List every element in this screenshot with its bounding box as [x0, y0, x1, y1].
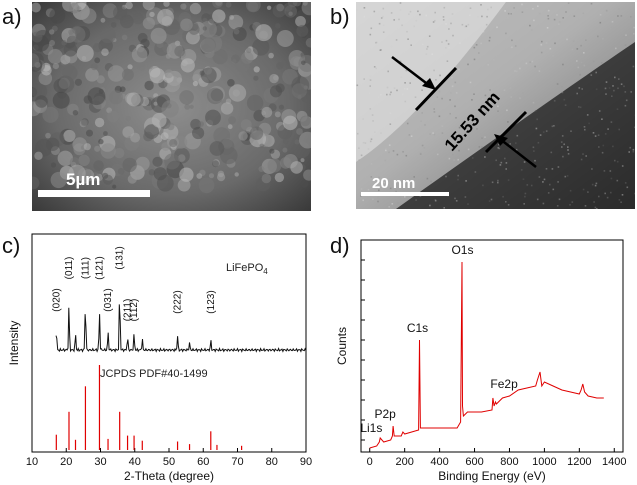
sem-micrograph: 5µm: [32, 2, 311, 211]
xrd-x-tick-label: 70: [231, 456, 243, 468]
xrd-x-tick-label: 10: [26, 456, 38, 468]
panel-label-a: a): [2, 4, 22, 29]
xrd-hkl-label: (111): [80, 257, 91, 279]
xrd-hkl-label: (131): [115, 246, 126, 269]
xps-peak-label: Li1s: [360, 421, 382, 435]
xrd-x-axis-label: 2-Theta (degree): [124, 469, 214, 483]
xrd-hkl-label: (011): [64, 257, 75, 280]
xps-axes-frame: [360, 239, 624, 453]
xps-x-tick-label: 1200: [567, 456, 591, 468]
xps-x-tick-label: 800: [500, 456, 518, 468]
panel-label-c: c): [2, 233, 21, 258]
xps-peak-label: O1s: [451, 243, 473, 257]
xrd-sample-label: LiFePO4: [226, 262, 268, 276]
xrd-hkl-label: (112): [129, 299, 140, 322]
xrd-hkl-label: (211): [123, 299, 134, 322]
xrd-hkl-label: (020): [51, 288, 62, 311]
xrd-hkl-label: (121): [94, 256, 105, 279]
xrd-y-axis-label: Intensity: [7, 321, 21, 366]
xps-peak-label: P2p: [374, 407, 396, 421]
sem-scale-label: 5µm: [66, 170, 100, 189]
xrd-hkl-label: (031): [103, 288, 114, 311]
xrd-reference-label: JCPDS PDF#40-1499: [100, 368, 208, 380]
xrd-x-tick-label: 60: [197, 456, 209, 468]
xps-x-tick-label: 200: [395, 456, 413, 468]
xps-x-tick-label: 1000: [532, 456, 556, 468]
xps-peak-label: Fe2p: [490, 377, 518, 391]
panel-label-d: d): [330, 233, 350, 258]
xrd-x-tick-label: 90: [300, 456, 312, 468]
xrd-x-tick-label: 80: [266, 456, 278, 468]
tem-arrow-left: [391, 56, 431, 87]
xrd-hkl-label: (222): [173, 290, 184, 313]
xps-x-tick-label: 400: [430, 456, 448, 468]
xrd-x-tick-label: 40: [129, 456, 141, 468]
sem-scale-bar: [38, 190, 150, 197]
xps-peak-label: C1s: [407, 321, 428, 335]
tem-boundary-left: [414, 66, 458, 112]
tem-micrograph: 15.53 nm 20 nm: [356, 2, 635, 209]
xrd-x-tick-label: 30: [94, 456, 106, 468]
tem-scale-label: 20 nm: [372, 175, 415, 192]
xps-x-tick-label: 0: [367, 456, 373, 468]
xrd-hkl-label: (123): [206, 290, 217, 313]
tem-scale-bar: [361, 192, 449, 196]
tem-arrow-right: [499, 138, 537, 168]
xrd-reference-bars: [55, 365, 243, 450]
xps-x-tick-label: 600: [465, 456, 483, 468]
tem-boundary-right: [484, 110, 528, 154]
xrd-sample-pattern: [55, 304, 307, 353]
xps-x-tick-label: 1400: [602, 456, 626, 468]
xps-spectrum: [369, 261, 604, 449]
xrd-chart: 10 20 30 40 50 60 70 80 90 (020)(011) (111) (121) (…: [7, 233, 312, 483]
xps-y-axis-label: Counts: [335, 327, 349, 365]
panel-label-b: b): [330, 4, 350, 29]
xrd-x-tick-label: 20: [60, 456, 72, 468]
xrd-x-tick-label: 50: [163, 456, 175, 468]
xps-x-axis-label: Binding Energy (eV): [438, 469, 545, 483]
